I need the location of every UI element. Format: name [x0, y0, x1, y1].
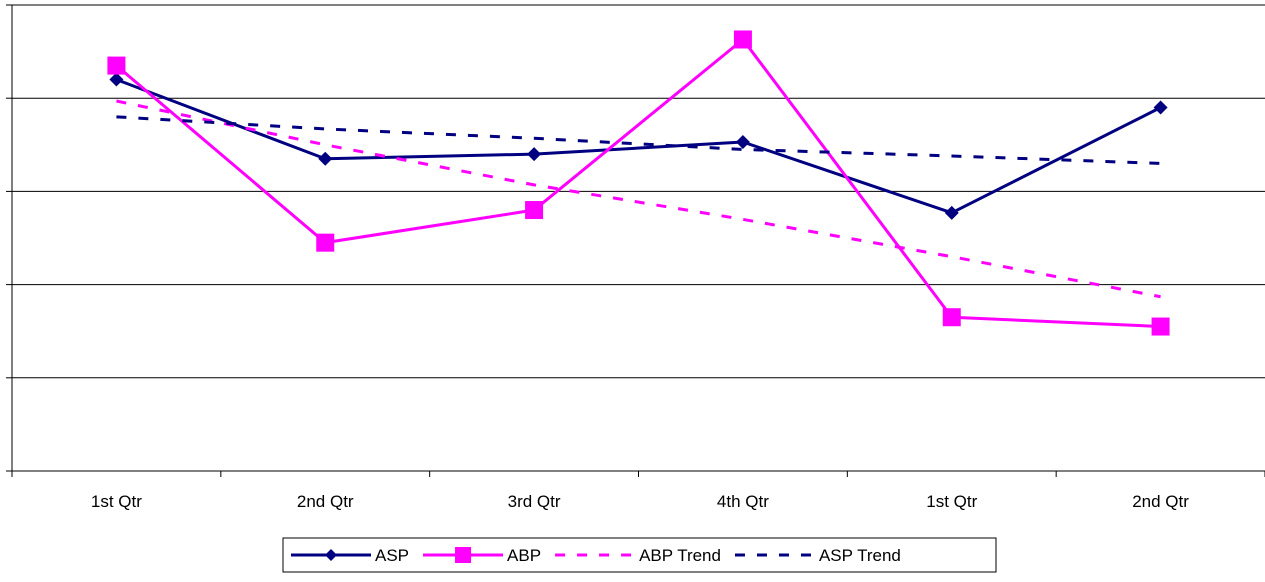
- data-point-asp-1: [318, 151, 333, 166]
- data-point-asp-2: [527, 147, 542, 162]
- x-tick-label-5: 2nd Qtr: [1132, 492, 1189, 511]
- x-axis-tick-labels: 1st Qtr 2nd Qtr 3rd Qtr 4th Qtr 1st Qtr 2nd Q…: [91, 492, 1189, 511]
- legend-item-asp-trend: ASP Trend: [734, 546, 901, 565]
- x-tick-label-0: 1st Qtr: [91, 492, 142, 511]
- data-point-abp-2: [525, 201, 544, 220]
- series-line-asp: [115, 78, 1162, 215]
- data-point-asp-3: [735, 135, 750, 150]
- data-point-abp-4: [942, 308, 961, 327]
- data-point-abp-5: [1151, 317, 1170, 336]
- legend-item-abp: ABP: [423, 546, 541, 565]
- x-tick-label-4: 1st Qtr: [926, 492, 977, 511]
- series-abp: [107, 30, 1170, 336]
- legend-label-asp-trend: ASP Trend: [819, 546, 901, 565]
- legend-label-abp-trend: ABP Trend: [639, 546, 721, 565]
- x-tick-label-1: 2nd Qtr: [297, 492, 354, 511]
- series-abp-trend: [116, 99, 1161, 299]
- series-group: [107, 30, 1170, 336]
- series-line-abp-trend: [116, 99, 1161, 299]
- data-point-abp-3: [733, 30, 752, 49]
- gridlines: [12, 4, 1265, 379]
- x-tick-label-3: 4th Qtr: [717, 492, 769, 511]
- legend: ASP ABP ABP Trend ASP Trend: [282, 537, 997, 573]
- legend-item-asp: ASP: [291, 546, 409, 565]
- axes: [6, 4, 1265, 477]
- data-point-abp-1: [316, 233, 335, 252]
- legend-marker-asp: [325, 549, 337, 561]
- data-point-abp-0: [107, 56, 126, 75]
- legend-label-abp: ABP: [507, 546, 541, 565]
- series-asp: [109, 72, 1168, 220]
- series-line-abp: [115, 37, 1161, 329]
- legend-label-asp: ASP: [375, 546, 409, 565]
- legend-marker-abp: [455, 547, 472, 563]
- legend-box: [282, 537, 997, 573]
- data-point-asp-4: [944, 205, 959, 220]
- data-point-asp-0: [109, 72, 124, 87]
- legend-item-abp-trend: ABP Trend: [555, 546, 721, 565]
- x-tick-label-2: 3rd Qtr: [508, 492, 561, 511]
- data-point-asp-5: [1153, 100, 1168, 115]
